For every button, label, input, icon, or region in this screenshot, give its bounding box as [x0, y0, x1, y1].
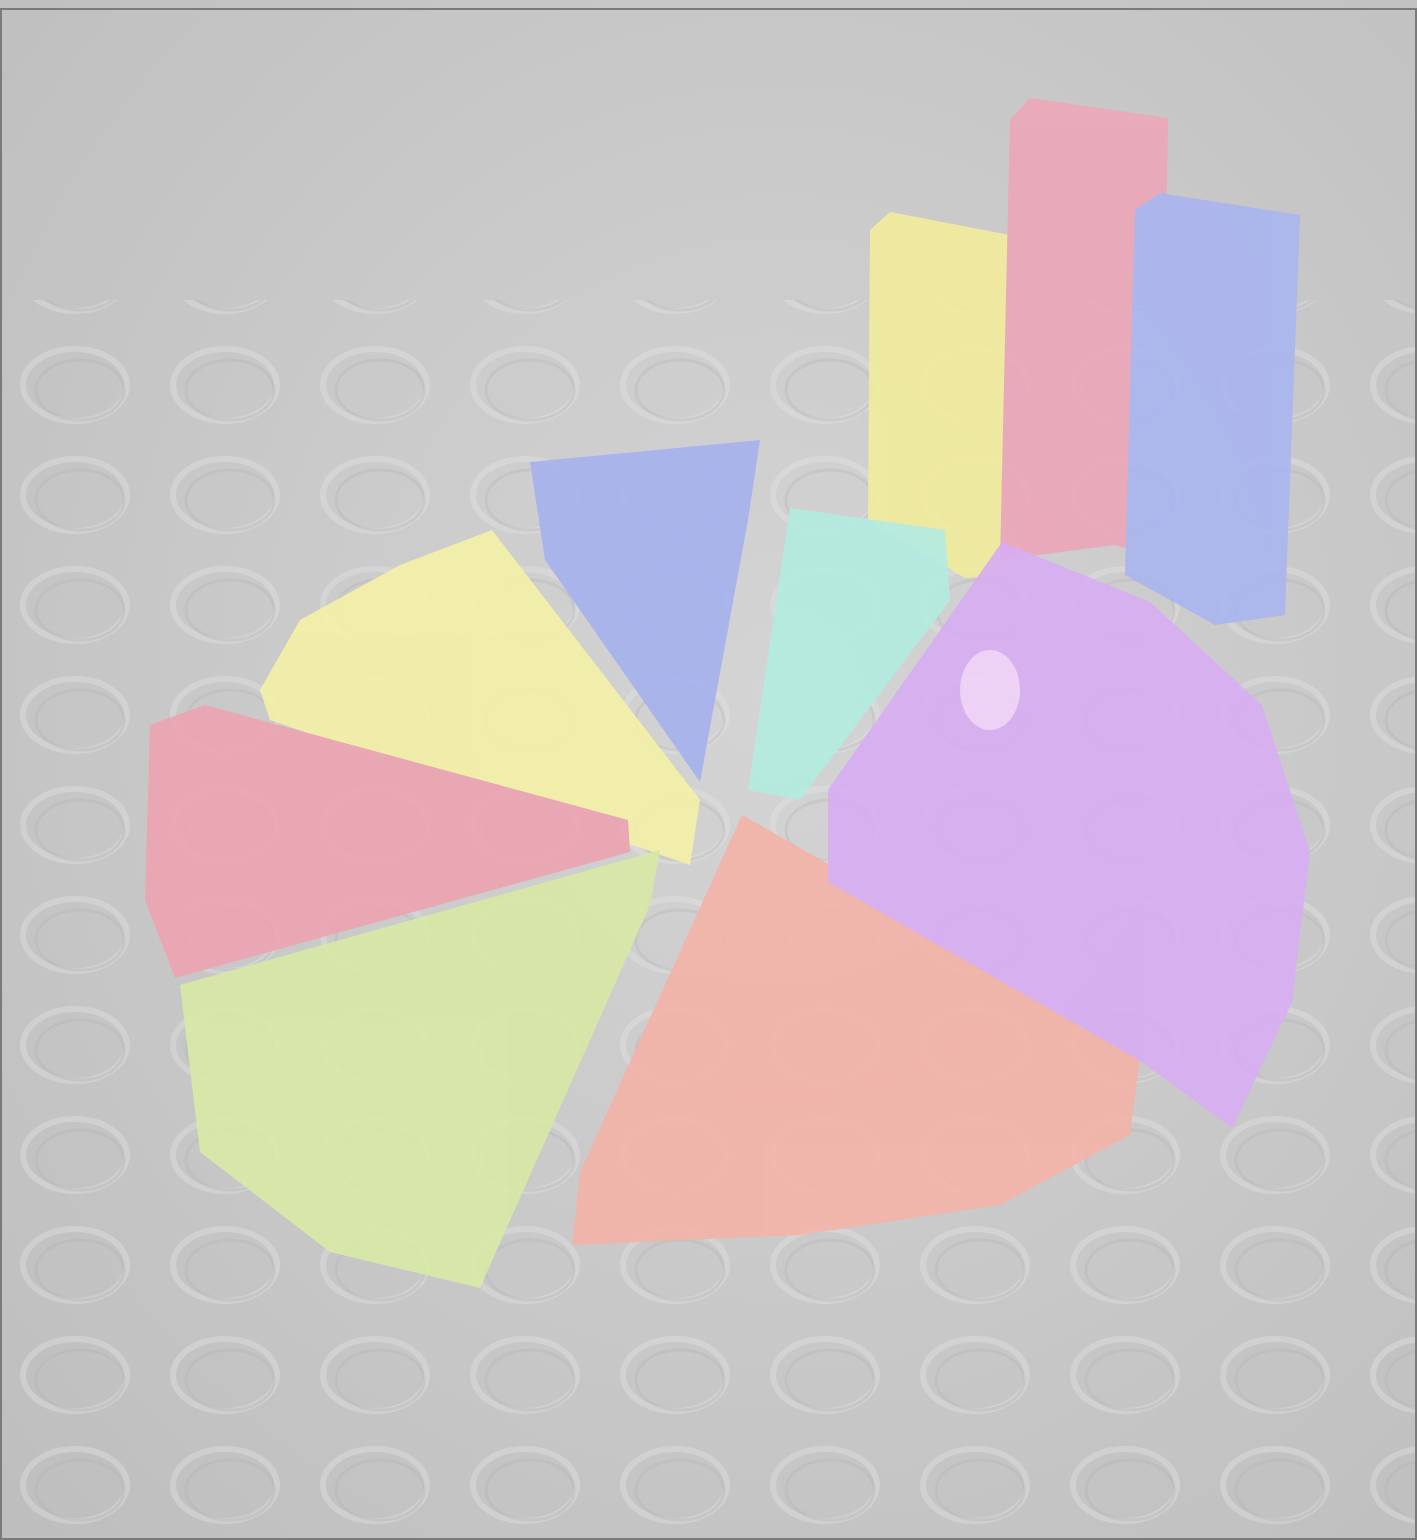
slice-blue	[530, 440, 760, 782]
slice-orange	[572, 815, 1142, 1245]
slice-purple	[828, 542, 1310, 1128]
bars	[868, 98, 1300, 625]
slice-red	[145, 705, 630, 978]
slice-cyan	[748, 508, 950, 800]
highlight	[960, 650, 1020, 730]
bar-red	[1000, 98, 1168, 560]
pie	[145, 440, 1310, 1288]
frame	[0, 8, 1417, 1540]
slice-yellow	[260, 530, 700, 865]
bar-yellow	[868, 212, 1010, 578]
bar-blue	[1125, 193, 1300, 625]
slice-green	[180, 850, 660, 1288]
